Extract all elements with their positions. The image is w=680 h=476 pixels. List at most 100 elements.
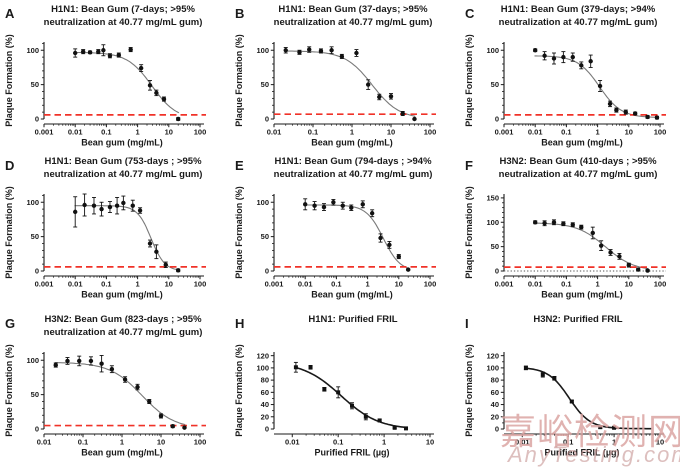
svg-text:0.001: 0.001: [35, 280, 54, 289]
svg-text:40: 40: [491, 400, 499, 409]
svg-text:Bean gum (mg/mL): Bean gum (mg/mL): [311, 138, 393, 148]
panel-title-g: H3N2: Bean Gum (823-days ; >95% neutrali…: [30, 314, 216, 341]
svg-text:0.001: 0.001: [265, 280, 284, 289]
panel-h: H H1N1: Purified FRIL 0 20 40 60 80 100 120 0.0…: [230, 310, 460, 476]
svg-text:0.1: 0.1: [308, 128, 318, 137]
svg-text:0.01: 0.01: [528, 280, 543, 289]
panel-title-h: H1N1: Purified FRIL: [260, 314, 446, 341]
svg-text:100: 100: [194, 438, 207, 447]
svg-text:20: 20: [261, 412, 269, 421]
svg-text:100: 100: [26, 198, 39, 207]
panel-title-f-line1: H3N2: Bean Gum (410-days ; >95%: [499, 156, 657, 167]
panel-title-g-line2: neutralization at 40.77 mg/mL gum): [43, 326, 203, 338]
svg-text:1: 1: [120, 438, 124, 447]
svg-text:Bean gum (mg/mL): Bean gum (mg/mL): [81, 448, 163, 458]
panel-c: C H1N1: Bean Gum (379-days; >94% neutral…: [460, 0, 680, 152]
svg-text:100: 100: [424, 128, 437, 137]
plot-i: 0 20 40 60 80 100 120 0.01 0.1 1 10 Plaque Formatio…: [464, 344, 664, 458]
svg-text:Plaque Formation (%): Plaque Formation (%): [234, 344, 244, 437]
panel-b: B H1N1: Bean Gum (37-days; >95% neutrali…: [230, 0, 460, 152]
panel-letter-c: C: [465, 6, 475, 21]
svg-text:Plaque Formation (%): Plaque Formation (%): [464, 34, 474, 127]
svg-text:1: 1: [382, 438, 386, 447]
svg-text:1: 1: [136, 280, 140, 289]
panel-title-d: H1N1: Bean Gum (753-days ; >95% neutrali…: [30, 156, 216, 183]
svg-text:Plaque Formation (%): Plaque Formation (%): [4, 34, 14, 127]
svg-text:Plaque Formation (%): Plaque Formation (%): [4, 186, 14, 279]
svg-text:1: 1: [596, 128, 600, 137]
svg-text:120: 120: [486, 351, 499, 360]
svg-text:0.01: 0.01: [68, 128, 83, 137]
panel-letter-g: G: [5, 316, 16, 331]
svg-text:100: 100: [654, 128, 667, 137]
svg-text:100: 100: [654, 280, 667, 289]
panel-title-d-line1: H1N1: Bean Gum (753-days ; >95%: [44, 156, 202, 167]
panel-letter-i: I: [465, 316, 469, 331]
panel-title-e: H1N1: Bean Gum (794-days ; >94% neutrali…: [260, 156, 446, 183]
svg-text:50: 50: [491, 242, 499, 251]
svg-text:10: 10: [625, 280, 633, 289]
svg-text:10: 10: [165, 128, 173, 137]
svg-text:10: 10: [426, 438, 434, 447]
panel-letter-f: F: [465, 158, 473, 173]
svg-text:120: 120: [256, 351, 269, 360]
svg-text:0: 0: [35, 267, 39, 276]
panel-title-g-line1: H3N2: Bean Gum (823-days ; >95%: [44, 314, 202, 325]
svg-text:50: 50: [31, 232, 39, 241]
plot-e: 0 50 100 0.001 0.01 0.1 1 10 100 Plaque Formation…: [234, 186, 437, 299]
plot-g: 0 50 100 0.01 0.1 1 10 100 Plaque Formation (%) B…: [4, 344, 207, 458]
panel-letter-d: D: [5, 158, 15, 173]
svg-text:0.01: 0.01: [515, 438, 530, 447]
panel-letter-h: H: [235, 316, 245, 331]
panel-i: I H3N2: Purified FRIL 0 20 40 60 80 100 120 0.0…: [460, 310, 680, 476]
panel-title-c-line2: neutralization at 40.77 mg/mL gum): [498, 16, 658, 28]
panel-title-b: H1N1: Bean Gum (37-days; >95% neutraliza…: [260, 4, 446, 31]
svg-text:0.1: 0.1: [331, 280, 341, 289]
svg-text:60: 60: [261, 388, 269, 397]
panel-title-h-line1: H1N1: Purified FRIL: [308, 314, 398, 325]
svg-text:0.01: 0.01: [285, 438, 300, 447]
svg-text:0.1: 0.1: [563, 438, 573, 447]
panel-e: E H1N1: Bean Gum (794-days ; >94% neutra…: [230, 152, 460, 310]
svg-text:150: 150: [486, 193, 499, 202]
svg-text:1: 1: [350, 128, 354, 137]
svg-text:80: 80: [491, 376, 499, 385]
svg-text:100: 100: [194, 128, 207, 137]
svg-text:0: 0: [495, 267, 499, 276]
panel-title-f: H3N2: Bean Gum (410-days ; >95% neutrali…: [490, 156, 666, 183]
svg-text:Bean gum (mg/mL): Bean gum (mg/mL): [81, 138, 163, 148]
plot-c: 0 50 100 0.001 0.01 0.1 1 10 100 Plaque Formation…: [464, 34, 667, 147]
panel-title-i: H3N2: Purified FRIL: [490, 314, 666, 341]
panel-title-i-line1: H3N2: Purified FRIL: [533, 314, 623, 325]
svg-text:10: 10: [387, 128, 395, 137]
svg-text:0.1: 0.1: [333, 438, 343, 447]
svg-text:0: 0: [35, 425, 39, 434]
panel-title-e-line2: neutralization at 40.77 mg/mL gum): [273, 168, 433, 180]
svg-text:0.01: 0.01: [37, 438, 52, 447]
svg-text:0: 0: [265, 115, 269, 124]
svg-text:100: 100: [424, 280, 437, 289]
svg-text:100: 100: [26, 46, 39, 55]
svg-text:100: 100: [26, 356, 39, 365]
svg-text:50: 50: [31, 390, 39, 399]
svg-text:10: 10: [395, 280, 403, 289]
svg-text:0.1: 0.1: [78, 438, 88, 447]
panel-title-a: H1N1: Bean Gum (7-days; >95% neutralizat…: [30, 4, 216, 31]
svg-text:Purified FRIL (µg): Purified FRIL (µg): [544, 448, 619, 458]
svg-text:0.1: 0.1: [561, 280, 571, 289]
svg-text:0: 0: [265, 425, 269, 434]
panel-title-a-line1: H1N1: Bean Gum (7-days; >95%: [51, 4, 195, 15]
svg-text:20: 20: [491, 412, 499, 421]
svg-text:0.001: 0.001: [495, 280, 514, 289]
panel-g: G H3N2: Bean Gum (823-days ; >95% neutra…: [0, 310, 230, 476]
svg-text:Plaque Formation (%): Plaque Formation (%): [464, 186, 474, 279]
plot-b: 0 50 100 0.01 0.1 1 10 100 Plaque Formation (%) B…: [234, 34, 437, 148]
svg-text:Plaque Formation (%): Plaque Formation (%): [4, 344, 14, 437]
svg-text:Bean gum (mg/mL): Bean gum (mg/mL): [541, 290, 623, 300]
panel-title-b-line2: neutralization at 40.77 mg/mL gum): [273, 16, 433, 28]
svg-text:0.01: 0.01: [267, 128, 282, 137]
svg-text:0: 0: [495, 425, 499, 434]
svg-text:0.1: 0.1: [101, 280, 111, 289]
svg-text:100: 100: [486, 218, 499, 227]
panel-letter-b: B: [235, 6, 245, 21]
